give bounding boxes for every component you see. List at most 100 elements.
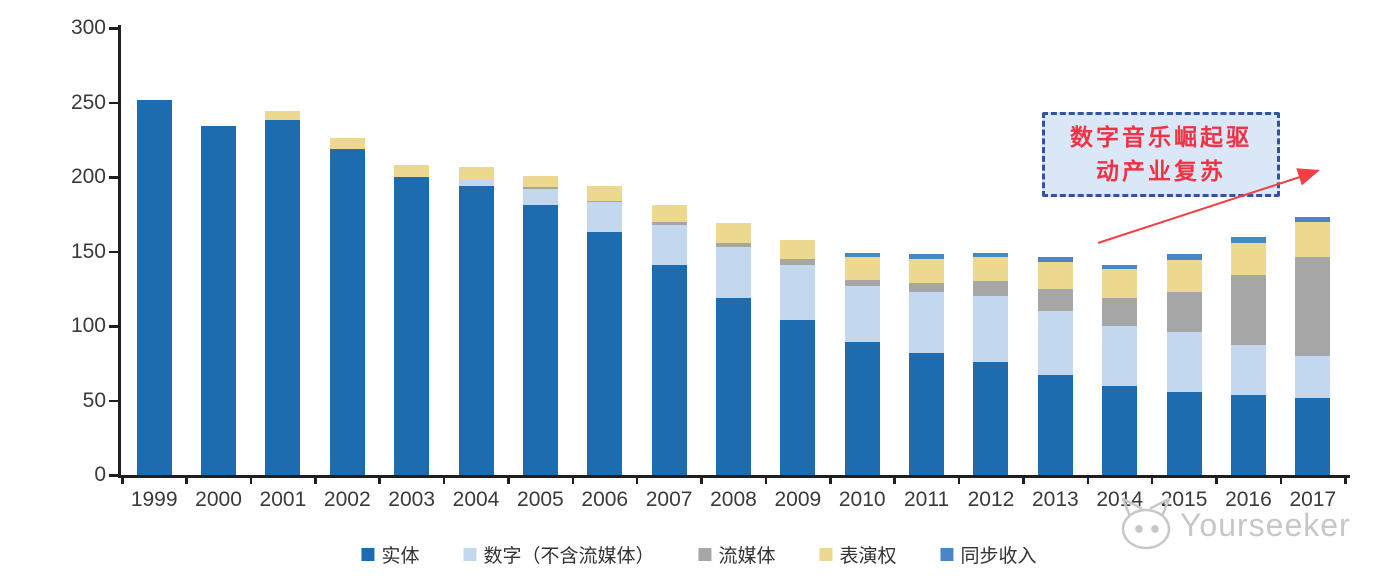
x-axis-tick [893, 475, 896, 484]
x-tick-label: 2009 [774, 488, 822, 511]
x-axis-tick [700, 475, 703, 484]
legend-swatch-icon [361, 548, 375, 561]
bar-segment-physical [780, 320, 816, 475]
annotation-text-line1: 数字音乐崛起驱 [1070, 124, 1252, 151]
bar-segment-physical [394, 177, 430, 475]
bar-segment-physical [1102, 385, 1138, 475]
bar-segment-sync [1102, 264, 1138, 270]
x-tick-label: 2000 [195, 488, 242, 511]
bar-segment-physical [1166, 391, 1202, 475]
legend-swatch-icon [819, 548, 833, 561]
bar-segment-performance [587, 185, 623, 201]
bar-segment-sync [1230, 236, 1266, 243]
x-axis-tick [121, 475, 124, 484]
x-axis-tick [1344, 475, 1347, 484]
x-tick-label: 2011 [904, 488, 950, 511]
bar-segment-performance [1037, 261, 1073, 289]
bar-segment-streaming [973, 281, 1009, 297]
x-tick-label: 2015 [1160, 488, 1208, 511]
bar-segment-sync [1037, 257, 1073, 262]
bar-segment-performance [1295, 221, 1331, 258]
bar-segment-streaming [909, 282, 945, 292]
bar-segment-performance [1102, 269, 1138, 298]
bar-segment-performance [329, 138, 365, 149]
x-tick-label: 1999 [130, 488, 178, 511]
bar-segment-performance [394, 165, 430, 177]
bar-segment-streaming [1102, 297, 1138, 326]
bar-segment-streaming [1295, 257, 1331, 356]
bar-segment-digital [1037, 311, 1073, 376]
bar-segment-digital [458, 179, 494, 186]
bar-segment-streaming [1230, 275, 1266, 346]
legend-item-streaming: 流媒体 [698, 541, 776, 568]
y-axis-tick [109, 27, 118, 30]
x-axis-line [118, 475, 1350, 478]
bar-segment-sync [1295, 217, 1331, 222]
bar-segment-digital [1230, 345, 1266, 395]
bar-segment-digital [716, 247, 751, 298]
bar-segment-streaming [716, 242, 751, 248]
x-tick-label: 2008 [710, 488, 757, 511]
legend-item-sync: 同步收入 [940, 541, 1037, 568]
x-tick-label: 2002 [323, 488, 371, 511]
y-tick-label: 250 [70, 90, 106, 114]
bar-segment-sync [973, 252, 1009, 258]
bar-segment-digital [651, 224, 687, 265]
bar-segment-digital [909, 291, 945, 353]
watermark-text: Yourseeker [1180, 507, 1351, 543]
annotation-callout: 数字音乐崛起驱 动产业复苏 [1042, 112, 1280, 197]
bar-segment-digital [1295, 355, 1331, 398]
legend-swatch-icon [463, 548, 477, 561]
bar-segment-digital [1166, 331, 1202, 392]
x-tick-label: 2014 [1096, 488, 1144, 511]
legend-swatch-icon [940, 548, 954, 561]
x-tick-label: 2013 [1031, 488, 1079, 511]
chart-legend: 实体 数字（不含流媒体） 流媒体 表演权 同步收入 [361, 541, 1037, 568]
x-tick-label: 2007 [645, 488, 693, 511]
x-axis-tick [378, 475, 381, 484]
legend-item-performance: 表演权 [819, 541, 897, 568]
bar-segment-performance [909, 258, 945, 283]
legend-label: 流媒体 [718, 546, 776, 567]
x-axis-tick [1215, 475, 1218, 484]
y-tick-label: 0 [94, 463, 106, 486]
bar-segment-physical [844, 342, 880, 475]
y-tick-label: 50 [82, 388, 106, 412]
y-tick-label: 200 [70, 165, 106, 188]
x-axis-tick [957, 475, 961, 484]
x-tick-label: 2016 [1225, 488, 1272, 511]
bar-segment-sync [844, 252, 880, 258]
x-axis-tick [1150, 475, 1154, 484]
x-axis-tick [1279, 475, 1283, 484]
bar-segment-performance [651, 205, 687, 222]
x-tick-label: 2006 [581, 488, 629, 511]
y-tick-label: 300 [70, 16, 106, 39]
bar-segment-performance [780, 239, 816, 259]
bar-segment-streaming [780, 258, 816, 265]
x-axis-tick [314, 475, 317, 484]
bar-segment-physical [201, 126, 237, 475]
bar-segment-streaming [1037, 288, 1073, 312]
annotation-text-line2: 动产业复苏 [1096, 157, 1226, 184]
bar-segment-physical [522, 205, 558, 475]
y-axis-tick [109, 325, 118, 328]
x-tick-label: 2017 [1289, 488, 1337, 511]
bar-segment-performance [716, 223, 751, 243]
bar-segment-physical [1230, 394, 1266, 475]
bar-segment-digital [780, 264, 816, 321]
bar-segment-performance [1166, 260, 1202, 292]
bar-segment-physical [265, 120, 301, 475]
bar-segment-performance [522, 175, 558, 188]
bar-segment-physical [329, 148, 365, 475]
bar-segment-sync [909, 254, 945, 259]
bar-segment-performance [458, 166, 494, 180]
bar-segment-performance [265, 111, 301, 121]
y-axis-tick [109, 250, 118, 253]
x-tick-label: 2001 [259, 488, 307, 511]
x-axis-tick [829, 475, 832, 484]
bar-segment-digital [973, 296, 1009, 362]
bar-segment-performance [973, 257, 1009, 282]
x-axis-tick [185, 475, 188, 484]
bar-segment-streaming [844, 279, 880, 286]
